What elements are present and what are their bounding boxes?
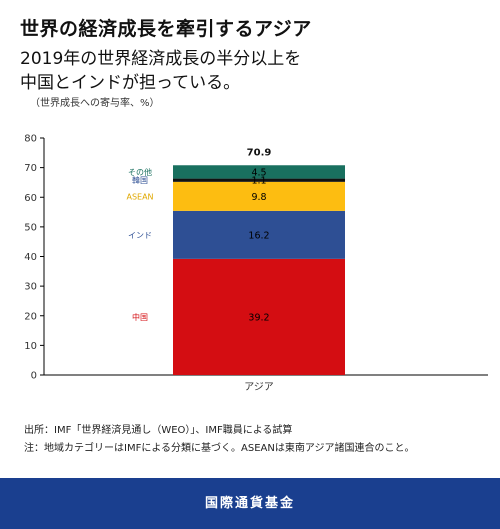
y-tick-label: 10 [24, 341, 37, 352]
footer-banner: 国際通貨基金 [0, 478, 500, 529]
axes: 0 10 20 30 40 50 60 70 80 アジア [24, 134, 488, 393]
y-tick-label: 50 [24, 222, 37, 233]
y-tick-label: 60 [24, 193, 37, 204]
total-label: 70.9 [247, 147, 272, 158]
chart-subtitle-line1: 2019年の世界経済成長の半分以上を [20, 49, 302, 69]
source-note: 出所：IMF「世界経済見通し（WEO）」、IMF職員による試算 [24, 425, 293, 436]
y-tick-label: 30 [24, 282, 37, 293]
data-label: 1.1 [251, 176, 266, 187]
chart-title: 世界の経済成長を牽引するアジア [20, 18, 312, 40]
bar-segment [173, 210, 345, 259]
y-tick-label: 0 [31, 371, 37, 382]
chart-subtitle-line2: 中国とインドが担っている。 [20, 73, 241, 93]
series-label: 韓国 [132, 175, 148, 185]
bar-segment [173, 165, 345, 179]
bar-segment [173, 258, 345, 375]
series-label: その他 [128, 167, 152, 177]
series-label: ASEAN [126, 192, 153, 201]
bar-segment [173, 178, 345, 182]
x-tick-label: アジア [244, 382, 274, 393]
data-label: 9.8 [251, 192, 266, 203]
footnote: 注：地域カテゴリーはIMFによる分類に基づく。ASEANは東南アジア諸国連合のこ… [24, 443, 415, 454]
bar-segments [173, 165, 345, 375]
series-label: インド [128, 231, 152, 240]
y-tick-label: 20 [24, 311, 37, 322]
y-tick-label: 70 [24, 163, 37, 174]
y-tick-label: 40 [24, 252, 37, 263]
data-label: 39.2 [248, 312, 269, 323]
footer-label: 国際通貨基金 [204, 496, 295, 511]
data-label: 4.5 [251, 167, 266, 178]
bar-segment [173, 181, 345, 211]
data-label: 16.2 [248, 230, 269, 241]
data-labels: 39.2 中国 16.2 インド 9.8 ASEAN 1.1 韓国 4.5 その他 70.9 [126, 147, 271, 323]
stacked-bar-chart: 0 10 20 30 40 50 60 70 80 アジア 39.2 中国 16.2 インド 9.8 ASE… [24, 134, 488, 393]
y-tick-label: 80 [24, 134, 37, 145]
series-label: 中国 [132, 312, 148, 322]
unit-note: （世界成長への寄与率、%） [30, 98, 160, 109]
